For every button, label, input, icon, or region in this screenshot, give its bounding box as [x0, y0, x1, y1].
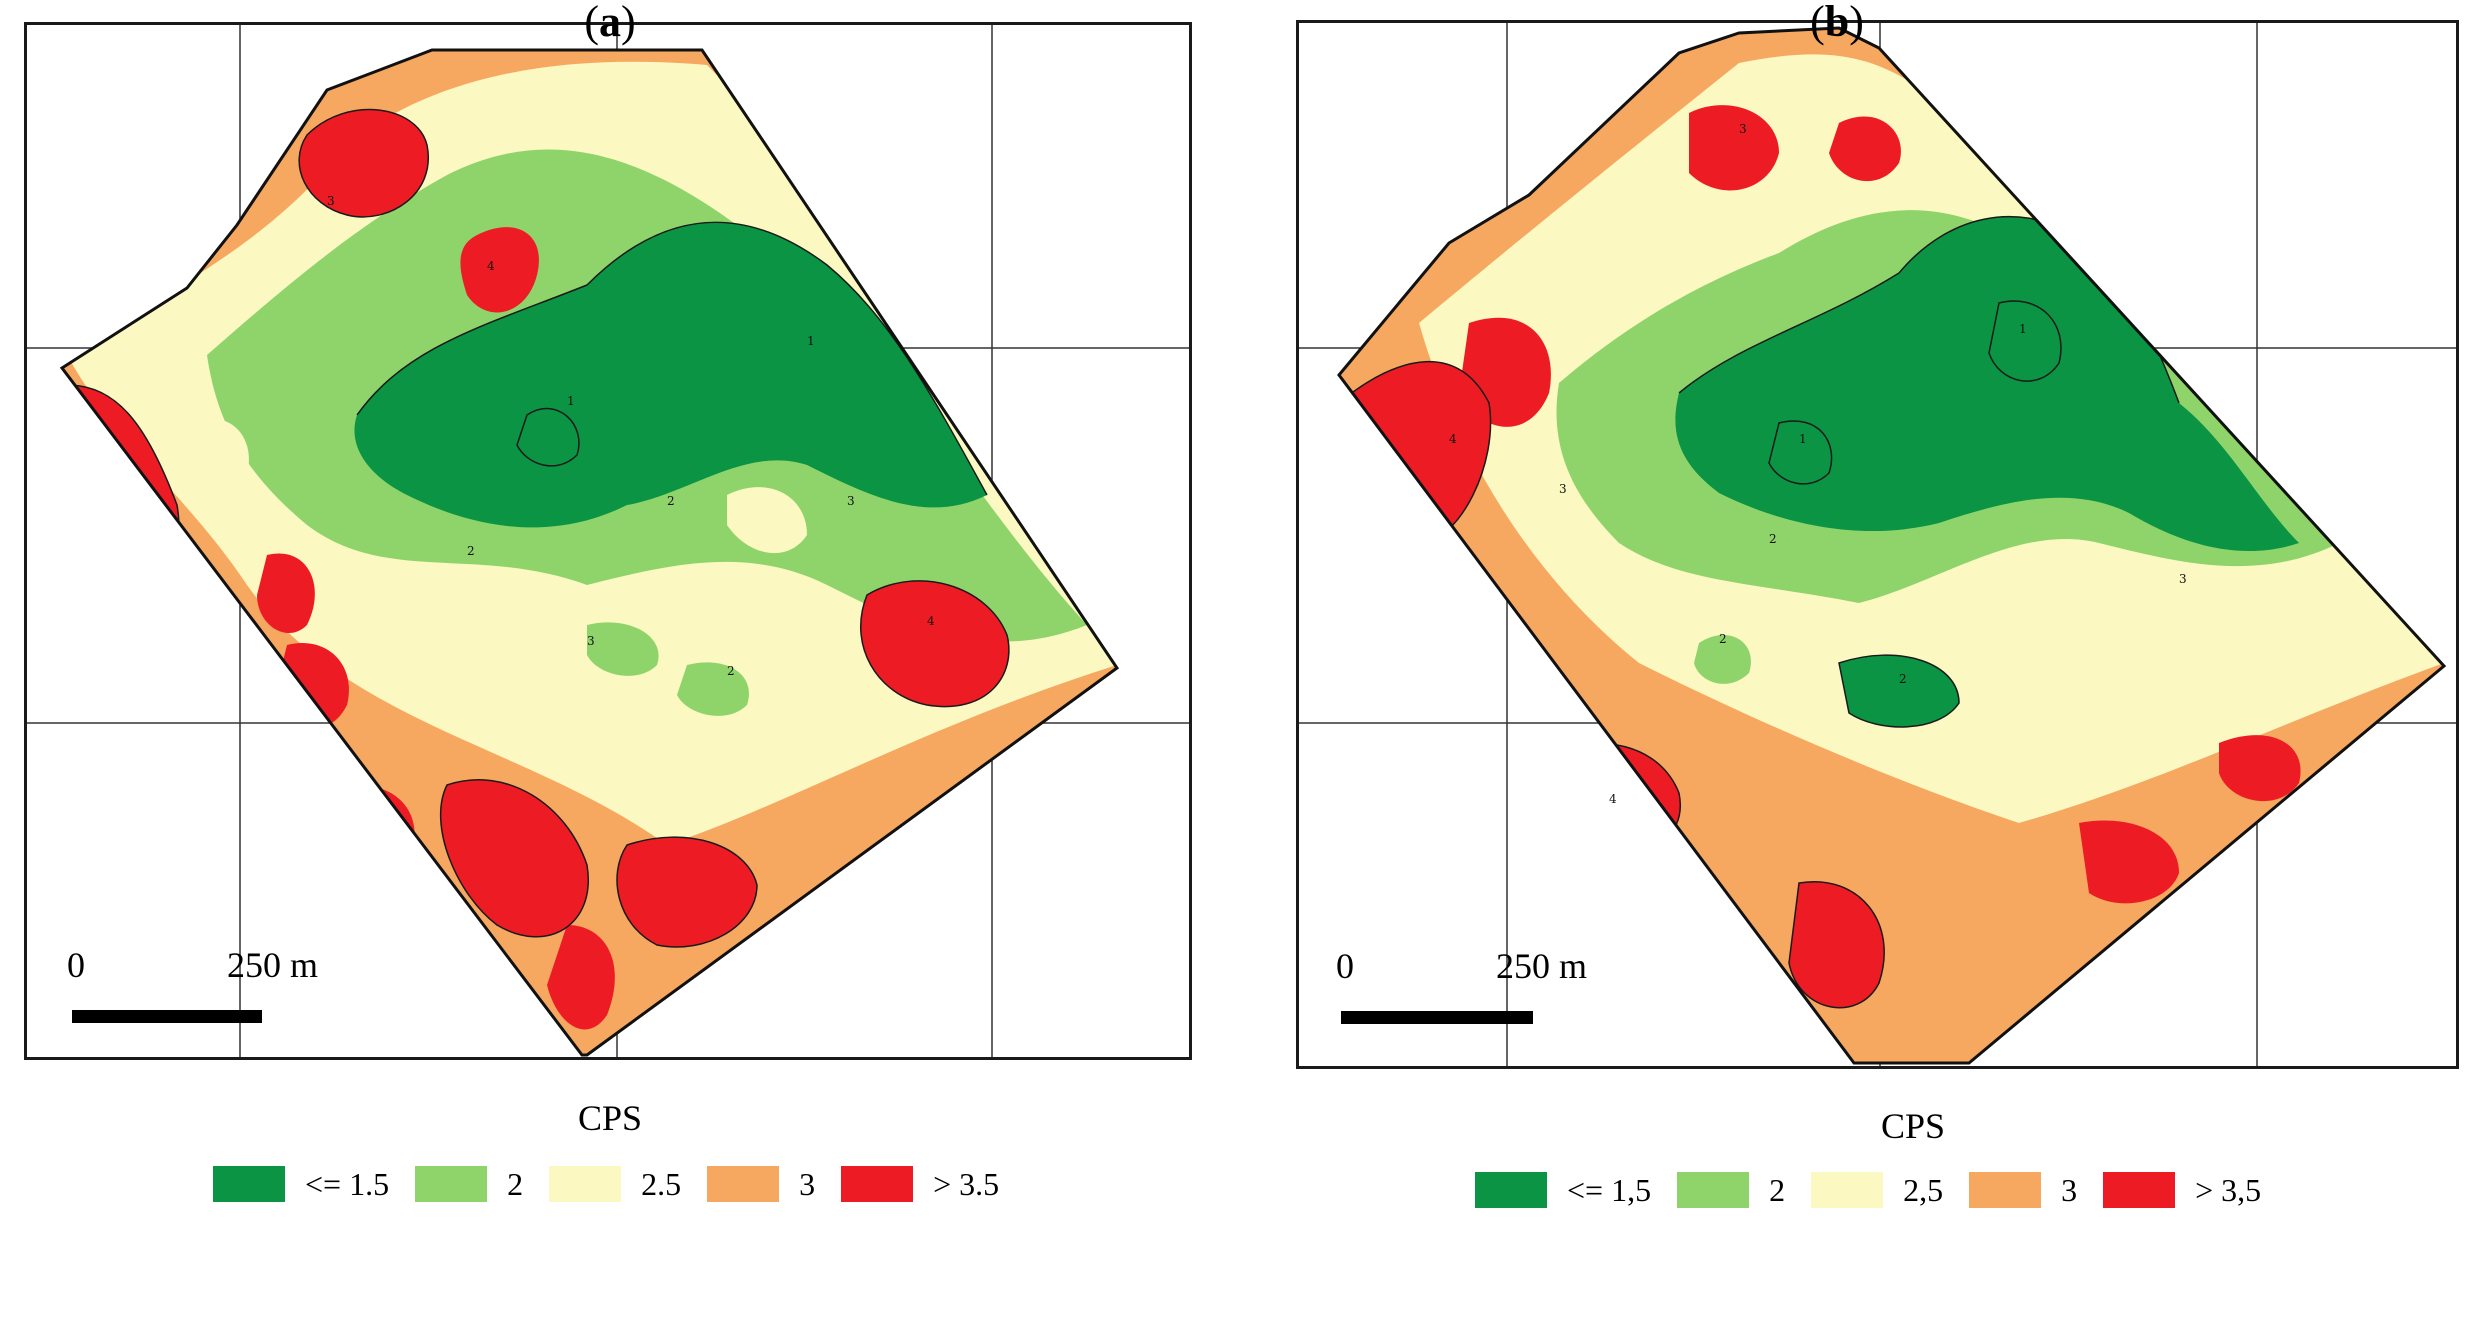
legend-label: <= 1,5 — [1567, 1172, 1652, 1208]
caption-open: ( — [1810, 0, 1825, 46]
caption-letter: a — [599, 0, 621, 46]
contour-label: 1 — [567, 394, 575, 408]
legend-swatch — [707, 1166, 780, 1202]
cps-map-b: 1 2 3 4 1 2 3 4 2 3 — [1299, 23, 2456, 1066]
legend-title: CPS — [1880, 1106, 1946, 1146]
contour-label: 3 — [1739, 122, 1747, 136]
caption-close: ) — [621, 0, 636, 46]
legend-label: 2.5 — [641, 1166, 682, 1202]
cps-surface-a — [62, 50, 1117, 1055]
contour-label: 4 — [927, 614, 935, 628]
legend-item: 3 — [1969, 1172, 2077, 1208]
contour-label: 2 — [1899, 672, 1907, 686]
legend-item: 2 — [415, 1166, 523, 1202]
legend-swatch — [1969, 1172, 2042, 1208]
legend-title: CPS — [577, 1098, 643, 1138]
caption-a: (a) — [530, 0, 690, 44]
legend-label: 3 — [2061, 1172, 2078, 1208]
map-frame-a: 1 2 3 4 1 2 3 4 2 3 0 250 m — [24, 22, 1192, 1060]
legend-item: 2 — [1677, 1172, 1785, 1208]
legend-label: 3 — [799, 1166, 816, 1202]
contour-label: 4 — [1609, 792, 1617, 806]
legend-swatch — [213, 1166, 285, 1202]
legend-swatch — [1475, 1172, 1547, 1208]
contour-label: 2 — [467, 544, 475, 558]
legend-swatch — [2103, 1172, 2176, 1208]
legend-a: <= 1.5 2 2.5 3 > 3.5 — [213, 1166, 1025, 1202]
contour-label: 1 — [807, 334, 815, 348]
contour-label: 3 — [327, 194, 335, 208]
legend-swatch — [1811, 1172, 1884, 1208]
contour-label: 3 — [587, 634, 595, 648]
legend-label: 2 — [507, 1166, 524, 1202]
contour-label: 4 — [487, 259, 495, 273]
contour-labels-a: 1 2 3 4 1 2 3 4 2 3 — [327, 194, 935, 678]
scale-start-label: 0 — [67, 945, 85, 985]
contour-label: 3 — [2179, 572, 2187, 586]
legend-item: 2.5 — [549, 1166, 681, 1202]
contour-label: 2 — [1769, 532, 1777, 546]
legend-item: > 3,5 — [2103, 1172, 2261, 1208]
legend-b: <= 1,5 2 2,5 3 > 3,5 — [1475, 1172, 2287, 1208]
legend-item: 2,5 — [1811, 1172, 1943, 1208]
legend-item: > 3.5 — [841, 1166, 999, 1202]
contour-label: 4 — [1449, 432, 1457, 446]
scale-end-label: 250 m — [227, 945, 319, 985]
legend-label: > 3,5 — [2195, 1172, 2262, 1208]
contour-label: 2 — [727, 664, 735, 678]
scale-end-label: 250 m — [1496, 946, 1588, 986]
legend-label: <= 1.5 — [305, 1166, 390, 1202]
legend-item: 3 — [707, 1166, 815, 1202]
contour-label: 1 — [1799, 432, 1807, 446]
panel-b: 1 2 3 4 1 2 3 4 2 3 0 250 m CPS <= 1,5 2… — [1243, 0, 2486, 1320]
legend-swatch — [415, 1166, 488, 1202]
field-boundary-a — [59, 48, 1120, 1057]
legend-label: 2,5 — [1903, 1172, 1944, 1208]
field-boundary-b — [1337, 26, 2447, 1065]
map-frame-b: 1 2 3 4 1 2 3 4 2 3 0 250 m — [1296, 20, 2459, 1069]
contour-label: 2 — [667, 494, 675, 508]
caption-b: (b) — [1757, 0, 1917, 44]
contour-label: 3 — [1559, 482, 1567, 496]
contour-label: 2 — [1719, 632, 1727, 646]
contour-labels-b: 1 2 3 4 1 2 3 4 2 3 — [1449, 122, 2187, 806]
legend-label: 2 — [1769, 1172, 1786, 1208]
cps-map-a: 1 2 3 4 1 2 3 4 2 3 — [27, 25, 1189, 1057]
scale-bar — [72, 1010, 262, 1023]
cps-surface-b — [1339, 28, 2444, 1063]
contour-label: 3 — [847, 494, 855, 508]
panel-a: 1 2 3 4 1 2 3 4 2 3 0 250 m CPS <= 1.5 2… — [24, 22, 1192, 1202]
legend-item: <= 1,5 — [1475, 1172, 1651, 1208]
caption-letter: b — [1824, 0, 1850, 46]
caption-close: ) — [1849, 0, 1864, 46]
caption-open: ( — [584, 0, 599, 46]
legend-label: > 3.5 — [933, 1166, 1000, 1202]
scale-bar — [1341, 1011, 1533, 1024]
scale-start-label: 0 — [1336, 946, 1354, 986]
legend-swatch — [549, 1166, 622, 1202]
legend-swatch — [841, 1166, 914, 1202]
contour-label: 1 — [2019, 322, 2027, 336]
legend-swatch — [1677, 1172, 1750, 1208]
legend-item: <= 1.5 — [213, 1166, 389, 1202]
